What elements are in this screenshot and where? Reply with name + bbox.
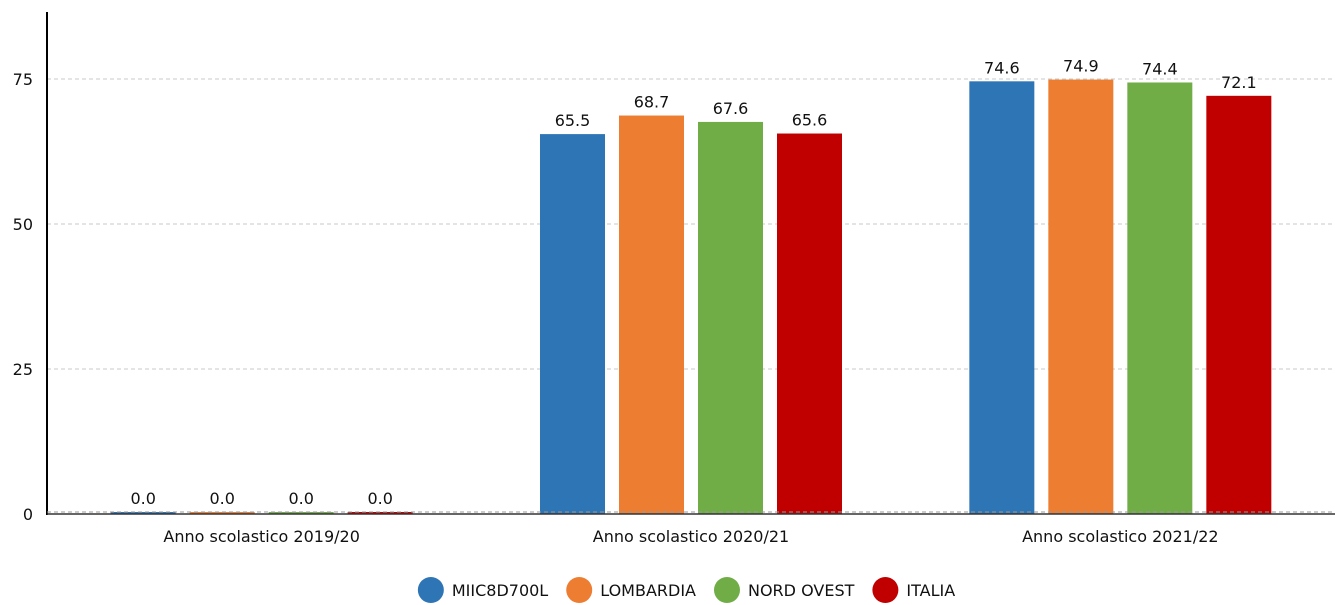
legend-swatch-icon <box>872 577 899 603</box>
y-tick-label: 75 <box>13 70 33 89</box>
bar <box>1048 79 1114 514</box>
bars: 0.0 0.0 0.0 0.0 65.5 68.7 67.6 65.6 74.6 74.9 74.4… <box>110 57 1272 515</box>
data-label: 67.6 <box>713 99 749 118</box>
legend-item[interactable]: ITALIA <box>872 577 955 603</box>
legend-swatch-icon <box>417 577 444 603</box>
legend-swatch-icon <box>566 577 593 603</box>
data-label: 72.1 <box>1221 73 1257 92</box>
bar <box>189 512 255 514</box>
data-label: 0.0 <box>288 489 313 508</box>
bar <box>1206 95 1272 514</box>
x-tick-label: Anno scolastico 2019/20 <box>163 527 359 546</box>
legend-label: LOMBARDIA <box>600 581 696 600</box>
y-tick-label: 50 <box>13 215 33 234</box>
grid-lines <box>47 78 1335 370</box>
legend: MIIC8D700L LOMBARDIA NORD OVEST ITALIA <box>417 577 955 603</box>
legend-label: ITALIA <box>906 581 955 600</box>
legend-item[interactable]: NORD OVEST <box>713 577 855 603</box>
data-label: 65.5 <box>555 111 591 130</box>
legend-swatch-icon <box>713 577 740 603</box>
data-label: 65.6 <box>792 111 828 130</box>
legend-item[interactable]: LOMBARDIA <box>566 577 696 603</box>
data-label: 74.6 <box>984 58 1020 77</box>
bar <box>777 133 842 514</box>
data-label: 0.0 <box>367 489 392 508</box>
bar <box>969 81 1035 514</box>
bar <box>540 134 605 514</box>
bar <box>1127 82 1193 514</box>
data-label: 0.0 <box>209 489 234 508</box>
data-label: 68.7 <box>634 93 670 112</box>
bar <box>110 512 176 514</box>
bar <box>698 121 763 515</box>
x-tick-label: Anno scolastico 2020/21 <box>593 527 789 546</box>
x-axis: Anno scolastico 2019/20 Anno scolastico 2… <box>47 511 1335 546</box>
data-label: 74.9 <box>1063 57 1099 76</box>
x-tick-label: Anno scolastico 2021/22 <box>1022 527 1218 546</box>
data-label: 0.0 <box>130 489 155 508</box>
data-label: 74.4 <box>1142 59 1178 78</box>
legend-label: NORD OVEST <box>748 581 855 600</box>
bar <box>347 512 413 514</box>
y-tick-label: 0 <box>23 505 33 524</box>
legend-item[interactable]: MIIC8D700L <box>417 577 548 603</box>
bar <box>619 115 684 514</box>
y-tick-label: 25 <box>13 360 33 379</box>
y-axis: 0 25 50 75 <box>13 12 48 524</box>
bar <box>268 512 334 514</box>
legend-label: MIIC8D700L <box>452 581 548 600</box>
